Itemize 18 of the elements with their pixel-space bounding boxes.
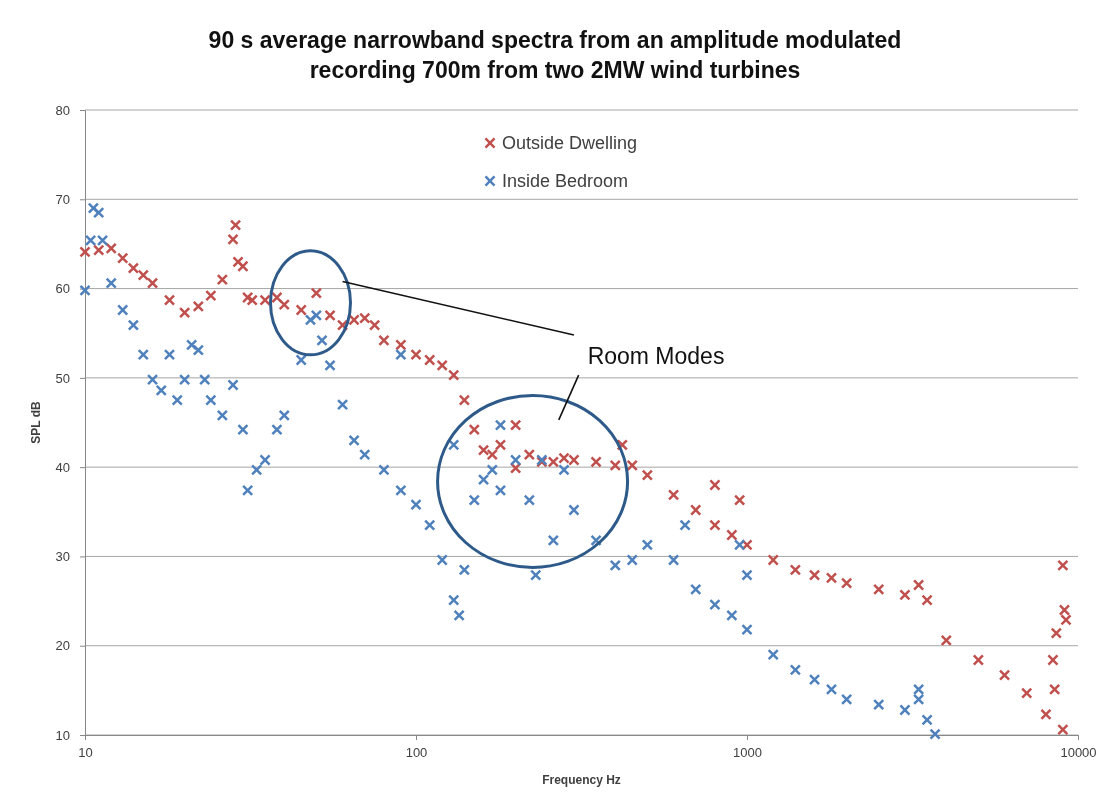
x-tick-label: 1000 bbox=[733, 745, 762, 761]
x-tick-label: 10000 bbox=[1060, 745, 1097, 761]
y-tick-label: 10 bbox=[55, 727, 70, 743]
y-tick-label: 40 bbox=[55, 459, 70, 475]
legend-label: Outside Dwelling bbox=[502, 133, 638, 153]
chart-title: 90 s average narrowband spectra from an amplitude modulated recording 700m from two 2MW wind turbines bbox=[208, 27, 902, 83]
legend-label: Inside Bedroom bbox=[502, 171, 629, 191]
annotation: Room Modes bbox=[587, 343, 725, 370]
y-axis-title: SPL dB bbox=[29, 400, 43, 444]
y-tick-label: 70 bbox=[55, 191, 70, 207]
x-tick-label: 100 bbox=[405, 745, 428, 761]
y-tick-label: 80 bbox=[55, 102, 70, 118]
y-tick-label: 50 bbox=[55, 370, 70, 386]
y-tick-label: 30 bbox=[55, 549, 70, 565]
y-tick-label: 20 bbox=[55, 638, 70, 654]
x-tick-label: 10 bbox=[78, 745, 93, 761]
x-axis-title: Frequency Hz bbox=[542, 773, 621, 787]
y-tick-label: 60 bbox=[55, 281, 70, 297]
